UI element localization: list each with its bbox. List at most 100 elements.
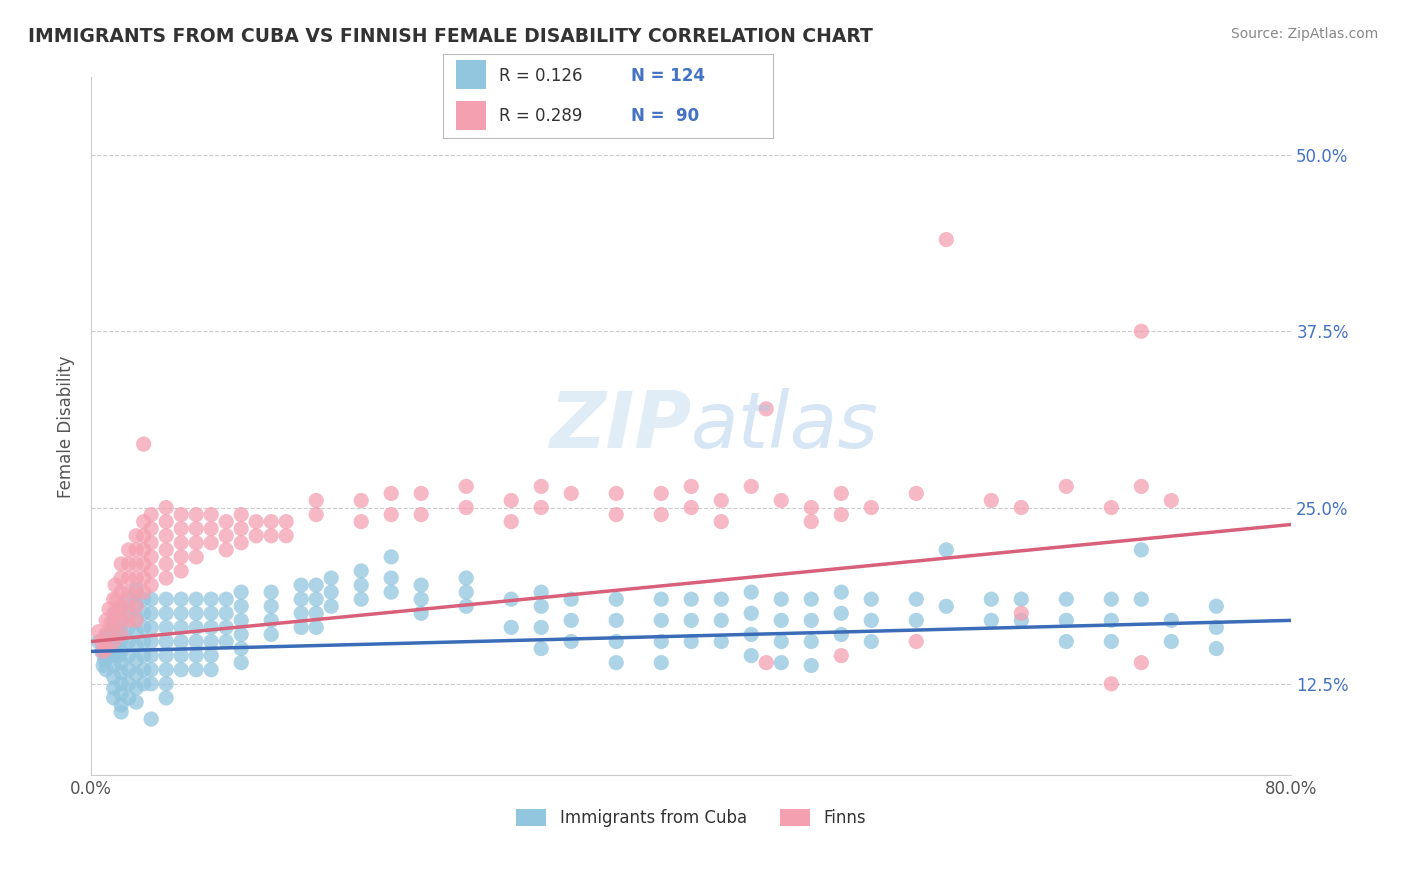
- Point: [155, 663, 177, 677]
- Point: [905, 592, 928, 607]
- Point: [710, 634, 733, 648]
- Point: [132, 592, 155, 607]
- Point: [305, 508, 328, 522]
- Point: [1099, 677, 1122, 691]
- Point: [231, 522, 253, 536]
- Point: [350, 592, 373, 607]
- Point: [132, 620, 155, 634]
- Point: [456, 585, 478, 599]
- Point: [118, 648, 141, 663]
- Point: [155, 592, 177, 607]
- Point: [755, 401, 778, 416]
- Point: [830, 607, 852, 621]
- Point: [104, 578, 127, 592]
- Point: [1130, 324, 1153, 338]
- Point: [141, 677, 163, 691]
- Point: [905, 486, 928, 500]
- Point: [260, 585, 283, 599]
- Point: [110, 571, 132, 585]
- Point: [103, 658, 125, 673]
- Point: [103, 639, 125, 653]
- Point: [770, 493, 793, 508]
- Point: [290, 620, 312, 634]
- Point: [141, 607, 163, 621]
- Point: [110, 705, 132, 719]
- Point: [1054, 634, 1077, 648]
- Point: [380, 508, 402, 522]
- Point: [118, 620, 141, 634]
- Point: [830, 648, 852, 663]
- Point: [710, 493, 733, 508]
- Point: [141, 522, 163, 536]
- Point: [155, 620, 177, 634]
- Point: [770, 656, 793, 670]
- Point: [860, 634, 883, 648]
- Point: [103, 648, 125, 663]
- Point: [1010, 500, 1032, 515]
- Point: [118, 542, 141, 557]
- Point: [110, 602, 132, 616]
- Point: [125, 610, 148, 624]
- Point: [530, 599, 553, 614]
- Point: [650, 508, 672, 522]
- Point: [800, 500, 823, 515]
- Point: [1130, 592, 1153, 607]
- Point: [1010, 607, 1032, 621]
- Point: [231, 508, 253, 522]
- Point: [305, 592, 328, 607]
- Point: [740, 479, 762, 493]
- Point: [98, 602, 121, 616]
- Point: [530, 620, 553, 634]
- Point: [104, 607, 127, 621]
- Point: [710, 592, 733, 607]
- Point: [800, 634, 823, 648]
- Point: [103, 670, 125, 684]
- Point: [132, 634, 155, 648]
- Point: [155, 529, 177, 543]
- Point: [118, 677, 141, 691]
- Point: [155, 557, 177, 571]
- Point: [110, 677, 132, 691]
- Point: [650, 486, 672, 500]
- Point: [101, 639, 124, 653]
- Point: [141, 663, 163, 677]
- Point: [245, 529, 267, 543]
- Point: [103, 627, 125, 641]
- Point: [1010, 592, 1032, 607]
- Point: [96, 641, 118, 656]
- Point: [200, 620, 222, 634]
- Point: [125, 599, 148, 614]
- Point: [103, 690, 125, 705]
- Point: [681, 613, 703, 627]
- Point: [681, 634, 703, 648]
- Point: [1054, 479, 1077, 493]
- Point: [501, 592, 523, 607]
- Text: N = 124: N = 124: [631, 67, 706, 85]
- Point: [1099, 500, 1122, 515]
- Point: [186, 648, 208, 663]
- Point: [290, 578, 312, 592]
- Point: [1099, 592, 1122, 607]
- Point: [170, 508, 193, 522]
- Point: [200, 508, 222, 522]
- Point: [1130, 479, 1153, 493]
- Point: [456, 571, 478, 585]
- Point: [350, 564, 373, 578]
- Point: [118, 607, 141, 621]
- Point: [200, 522, 222, 536]
- Point: [91, 644, 114, 658]
- Point: [200, 536, 222, 550]
- Point: [740, 627, 762, 641]
- Text: N =  90: N = 90: [631, 107, 699, 125]
- Bar: [456, 101, 486, 130]
- Point: [170, 663, 193, 677]
- Point: [125, 653, 148, 667]
- Point: [155, 634, 177, 648]
- Point: [770, 592, 793, 607]
- Point: [1010, 613, 1032, 627]
- Point: [93, 653, 115, 667]
- Point: [132, 515, 155, 529]
- Point: [103, 616, 125, 631]
- Point: [1160, 493, 1182, 508]
- Point: [411, 578, 433, 592]
